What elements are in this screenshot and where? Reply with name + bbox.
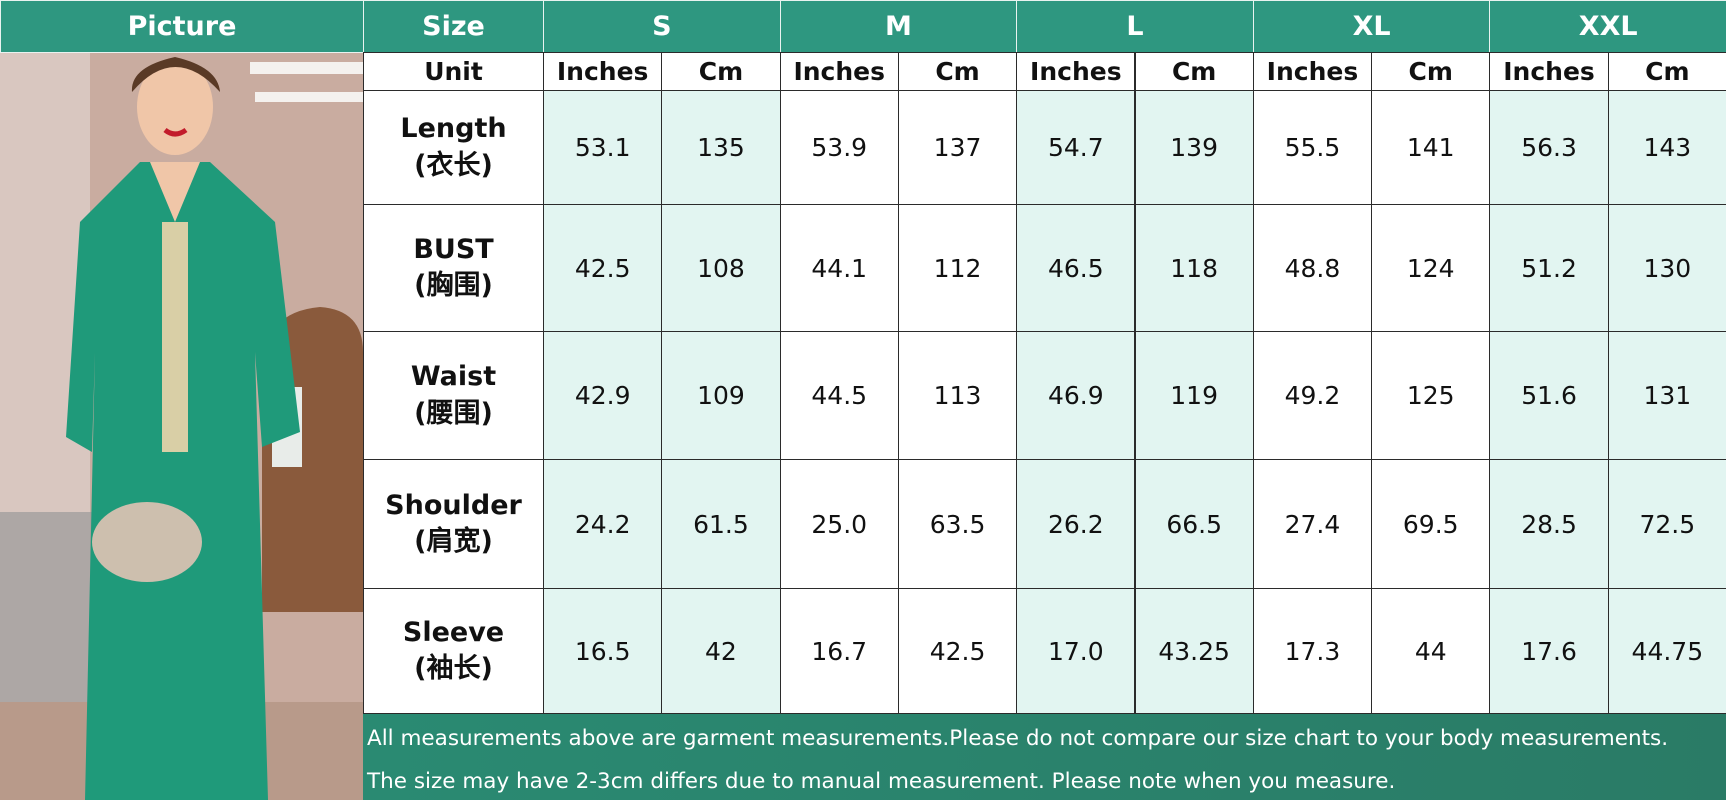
value-cell: 16.7 — [779, 588, 899, 714]
value-cell: 63.5 — [897, 459, 1018, 589]
value-cell: 25.0 — [779, 459, 899, 589]
value-cell: 26.2 — [1016, 459, 1136, 589]
value-cell: 69.5 — [1371, 459, 1491, 589]
value-cell: 137 — [897, 90, 1018, 205]
row-label: BUST (胸围) — [363, 204, 544, 332]
value-cell: 43.25 — [1134, 588, 1254, 714]
unit-cell: Inches — [543, 52, 663, 91]
size-header: M — [779, 0, 1018, 53]
value-cell: 108 — [661, 204, 781, 332]
value-cell: 125 — [1371, 331, 1491, 460]
value-cell: 55.5 — [1252, 90, 1373, 205]
footer-note: All measurements above are garment measu… — [363, 713, 1726, 800]
value-cell: 139 — [1134, 90, 1254, 205]
value-cell: 66.5 — [1134, 459, 1254, 589]
row-label: Length — [400, 113, 507, 145]
row-sublabel: (腰围) — [414, 397, 493, 429]
unit-cell: Cm — [897, 52, 1018, 91]
value-cell: 27.4 — [1252, 459, 1373, 589]
value-cell: 119 — [1134, 331, 1254, 460]
value-cell: 72.5 — [1607, 459, 1726, 589]
value-cell: 53.9 — [779, 90, 899, 205]
row-label: Sleeve — [402, 616, 505, 648]
row-label: Waist (腰围) — [363, 331, 544, 460]
size-header: L — [1016, 0, 1254, 53]
value-cell: 17.3 — [1252, 588, 1373, 714]
value-cell: 135 — [661, 90, 781, 205]
value-cell: 113 — [897, 331, 1018, 460]
row-label: BUST — [413, 233, 494, 265]
value-cell: 143 — [1607, 90, 1726, 205]
value-cell: 124 — [1371, 204, 1491, 332]
value-cell: 28.5 — [1489, 459, 1609, 589]
row-label: Sleeve (袖长) — [363, 588, 544, 714]
size-header: XL — [1252, 0, 1491, 53]
value-cell: 42 — [661, 588, 781, 714]
value-cell: 131 — [1607, 331, 1726, 460]
product-photo — [0, 52, 363, 800]
row-label: Shoulder — [385, 489, 522, 521]
value-cell: 56.3 — [1489, 90, 1609, 205]
row-sublabel: (肩宽) — [414, 526, 493, 557]
value-cell: 16.5 — [543, 588, 663, 714]
footer-line: The size may have 2-3cm differs due to m… — [367, 769, 1396, 794]
unit-label: Unit — [363, 52, 544, 91]
value-cell: 51.6 — [1489, 331, 1609, 460]
value-cell: 17.0 — [1016, 588, 1136, 714]
value-cell: 46.5 — [1016, 204, 1136, 332]
value-cell: 109 — [661, 331, 781, 460]
row-sublabel: (袖长) — [414, 653, 493, 684]
value-cell: 42.5 — [897, 588, 1018, 714]
unit-cell: Inches — [1489, 52, 1609, 91]
row-label: Waist — [410, 361, 497, 393]
unit-cell: Inches — [779, 52, 899, 91]
value-cell: 17.6 — [1489, 588, 1609, 714]
footer-line: All measurements above are garment measu… — [367, 726, 1669, 751]
unit-cell: Cm — [1134, 52, 1254, 91]
value-cell: 53.1 — [543, 90, 663, 205]
row-sublabel: (衣长) — [414, 149, 493, 181]
value-cell: 49.2 — [1252, 331, 1373, 460]
value-cell: 51.2 — [1489, 204, 1609, 332]
header-cell: Picture — [0, 0, 364, 53]
value-cell: 61.5 — [661, 459, 781, 589]
value-cell: 42.5 — [543, 204, 663, 332]
value-cell: 130 — [1607, 204, 1726, 332]
row-sublabel: (胸围) — [414, 270, 493, 301]
unit-cell: Inches — [1016, 52, 1136, 91]
unit-cell: Cm — [1607, 52, 1726, 91]
value-cell: 118 — [1134, 204, 1254, 332]
value-cell: 112 — [897, 204, 1018, 332]
unit-cell: Cm — [661, 52, 781, 91]
value-cell: 42.9 — [543, 331, 663, 460]
value-cell: 24.2 — [543, 459, 663, 589]
value-cell: 54.7 — [1016, 90, 1136, 205]
value-cell: 44.75 — [1607, 588, 1726, 714]
value-cell: 44.1 — [779, 204, 899, 332]
unit-cell: Inches — [1252, 52, 1373, 91]
value-cell: 46.9 — [1016, 331, 1136, 460]
size-header: S — [543, 0, 781, 53]
header-cell: Size — [363, 0, 544, 53]
value-cell: 141 — [1371, 90, 1491, 205]
unit-cell: Cm — [1371, 52, 1491, 91]
size-header: XXL — [1489, 0, 1726, 53]
value-cell: 44 — [1371, 588, 1491, 714]
row-label: Shoulder (肩宽) — [363, 459, 544, 589]
value-cell: 44.5 — [779, 331, 899, 460]
row-label: Length (衣长) — [363, 90, 544, 205]
value-cell: 48.8 — [1252, 204, 1373, 332]
